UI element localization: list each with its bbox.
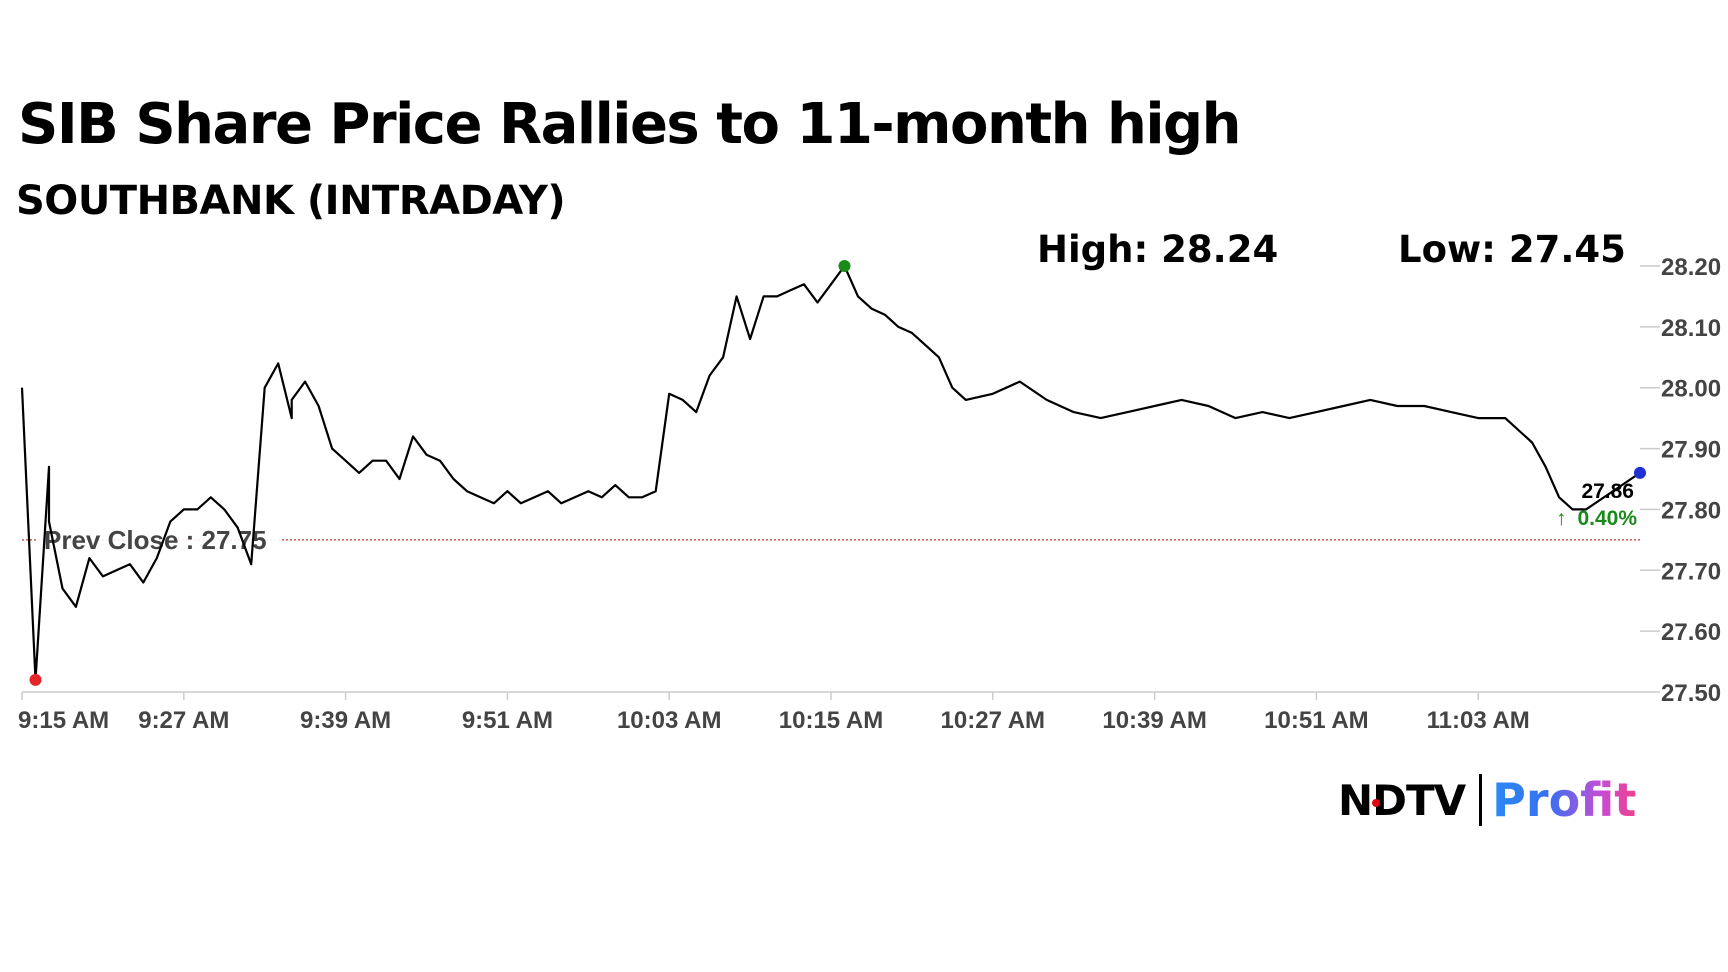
x-tick-label: 9:39 AM — [300, 707, 391, 734]
y-tick-label: 27.60 — [1661, 619, 1721, 646]
y-tick-label: 27.50 — [1661, 680, 1721, 707]
x-tick-label: 9:15 AM — [18, 707, 109, 734]
x-tick-label: 10:39 AM — [1102, 707, 1206, 734]
x-tick-label: 9:27 AM — [138, 707, 229, 734]
price-series-line — [20, 264, 1641, 681]
prev-close-label: Prev Close : 27.75 — [44, 525, 267, 555]
x-tick-label: 11:03 AM — [1427, 707, 1530, 734]
y-tick-label: 28.00 — [1661, 376, 1721, 403]
logo-red-dot-icon — [1372, 799, 1380, 807]
x-tick-label: 10:27 AM — [941, 707, 1045, 734]
x-tick-label: 10:03 AM — [617, 707, 721, 734]
day-high-stat: High: 28.24 — [1037, 228, 1279, 271]
change-up-arrow-icon: ↑ — [1556, 507, 1567, 530]
chart-subtitle: SOUTHBANK (INTRADAY) — [16, 178, 566, 224]
x-tick-label: 10:15 AM — [779, 707, 883, 734]
x-tick-label: 10:51 AM — [1264, 707, 1368, 734]
y-tick-label: 27.70 — [1661, 558, 1721, 585]
y-tick-label: 28.10 — [1661, 315, 1721, 342]
x-tick-label: 9:51 AM — [462, 707, 553, 734]
y-tick-label: 27.80 — [1661, 497, 1721, 524]
logo-ndtv-text: NDTV — [1338, 775, 1466, 825]
logo-divider — [1479, 774, 1483, 826]
last-price-marker — [1634, 466, 1646, 479]
day-low-stat: Low: 27.45 — [1398, 228, 1626, 271]
low-marker — [29, 673, 42, 686]
ndtv-profit-logo: NDTV Profit — [1338, 772, 1636, 828]
last-price-label: 27.86 — [1581, 480, 1634, 503]
high-marker — [838, 260, 851, 272]
chart-title: SIB Share Price Rallies to 11-month high — [18, 92, 1242, 157]
logo-profit-text: Profit — [1492, 773, 1637, 827]
change-percent-label: 0.40% — [1577, 507, 1637, 530]
y-tick-label: 27.90 — [1661, 437, 1721, 464]
y-tick-label: 28.20 — [1661, 254, 1721, 281]
